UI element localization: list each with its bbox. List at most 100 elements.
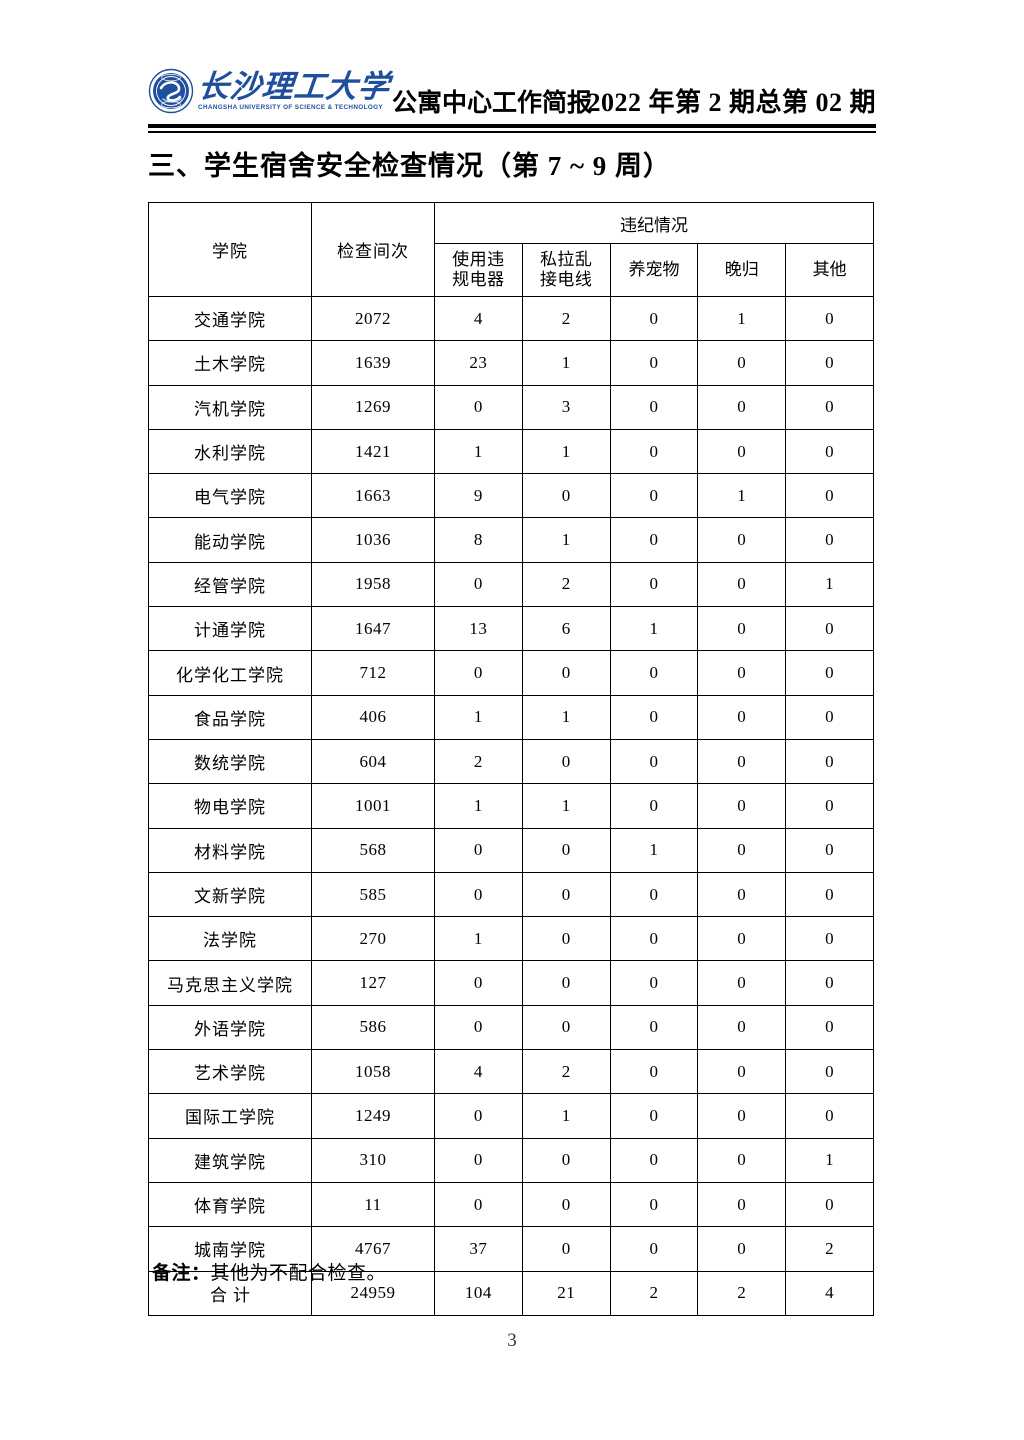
cell-v3: 0 bbox=[609, 517, 699, 563]
table-total-row: 合计 24959 104 21 2 2 4 bbox=[148, 1270, 874, 1316]
college-name-cell: 土木学院 bbox=[148, 340, 312, 386]
cell-v2: 0 bbox=[521, 1137, 611, 1183]
cell-v2: 21 bbox=[521, 1270, 611, 1316]
cell-count: 568 bbox=[311, 827, 435, 873]
college-name-cell: 汽机学院 bbox=[148, 384, 312, 430]
college-name-cell: 食品学院 bbox=[148, 694, 312, 740]
cell-v5: 0 bbox=[785, 827, 874, 873]
cell-v2: 1 bbox=[521, 1093, 611, 1139]
cell-count: 1001 bbox=[311, 783, 435, 829]
cell-v3: 0 bbox=[609, 650, 699, 696]
cell-v3: 0 bbox=[609, 428, 699, 475]
total-label-cell: 合计 bbox=[148, 1270, 312, 1316]
cell-v4: 0 bbox=[697, 384, 787, 430]
cell-v2: 2 bbox=[521, 561, 611, 608]
cell-v4: 1 bbox=[697, 295, 787, 342]
table-row: 艺术学院 1058 4 2 0 0 0 bbox=[148, 1049, 874, 1095]
cell-v1: 0 bbox=[434, 561, 523, 608]
cell-count: 712 bbox=[311, 650, 435, 696]
cell-v3: 2 bbox=[609, 1270, 699, 1316]
cell-v5: 0 bbox=[785, 871, 874, 918]
cell-v2: 1 bbox=[521, 428, 611, 475]
cell-v5: 0 bbox=[785, 916, 874, 962]
cell-count: 127 bbox=[311, 960, 435, 1006]
cell-v1: 4 bbox=[434, 295, 523, 342]
safety-inspection-table: 学院 检查间次 违纪情况 使用违 规电器 私拉乱 接电线 养宠物 晚归 其他 bbox=[148, 202, 874, 1316]
table-row: 马克思主义学院 127 0 0 0 0 0 bbox=[148, 960, 874, 1006]
cell-v4: 0 bbox=[697, 1093, 787, 1139]
cell-v3: 0 bbox=[609, 1093, 699, 1139]
masthead-rule-thin bbox=[148, 131, 876, 133]
cell-v4: 0 bbox=[697, 650, 787, 696]
cell-v5: 0 bbox=[785, 295, 874, 342]
college-name-cell: 外语学院 bbox=[148, 1004, 312, 1051]
table-row: 电气学院 1663 9 0 0 1 0 bbox=[148, 473, 874, 519]
cell-v1: 23 bbox=[434, 340, 523, 386]
cell-v1: 0 bbox=[434, 1181, 523, 1228]
university-wordmark: 长沙理工大学 CHANGSHA UNIVERSITY OF SCIENCE & … bbox=[196, 69, 392, 111]
cell-count: 310 bbox=[311, 1137, 435, 1183]
cell-count: 1269 bbox=[311, 384, 435, 430]
table-row: 建筑学院 310 0 0 0 0 1 bbox=[148, 1137, 874, 1183]
table-row: 物电学院 1001 1 1 0 0 0 bbox=[148, 783, 874, 829]
cell-v2: 0 bbox=[521, 960, 611, 1006]
cell-count: 1249 bbox=[311, 1093, 435, 1139]
cell-v2: 0 bbox=[521, 1004, 611, 1051]
cell-v4: 0 bbox=[697, 783, 787, 829]
cell-v4: 0 bbox=[697, 561, 787, 608]
cell-v3: 0 bbox=[609, 1181, 699, 1228]
header-violation-illegal-appliance: 使用违 规电器 bbox=[434, 243, 523, 297]
cell-count: 585 bbox=[311, 871, 435, 918]
cell-v1: 1 bbox=[434, 694, 523, 740]
table-row: 体育学院 11 0 0 0 0 0 bbox=[148, 1181, 874, 1228]
university-logo: 长沙理工大学 CHANGSHA UNIVERSITY OF SCIENCE & … bbox=[148, 62, 392, 120]
cell-v5: 0 bbox=[785, 384, 874, 430]
table-row: 交通学院 2072 4 2 0 1 0 bbox=[148, 295, 874, 342]
table-head: 学院 检查间次 违纪情况 使用违 规电器 私拉乱 接电线 养宠物 晚归 其他 bbox=[148, 202, 874, 297]
cell-v3: 0 bbox=[609, 384, 699, 430]
cell-v5: 0 bbox=[785, 1004, 874, 1051]
college-name-cell: 法学院 bbox=[148, 916, 312, 962]
table-row: 国际工学院 1249 0 1 0 0 0 bbox=[148, 1093, 874, 1139]
cell-v3: 0 bbox=[609, 561, 699, 608]
university-name-cn: 长沙理工大学 bbox=[196, 69, 392, 105]
header-inspection-count: 检查间次 bbox=[311, 202, 435, 297]
cell-v1: 1 bbox=[434, 783, 523, 829]
cell-v4: 0 bbox=[697, 606, 787, 652]
table-row: 法学院 270 1 0 0 0 0 bbox=[148, 916, 874, 962]
cell-v4: 0 bbox=[697, 827, 787, 873]
section-heading: 三、学生宿舍安全检查情况（第 7 ~ 9 周） bbox=[148, 151, 672, 181]
cell-v4: 1 bbox=[697, 473, 787, 519]
page-number: 3 bbox=[507, 1330, 517, 1351]
college-name-cell: 水利学院 bbox=[148, 428, 312, 475]
cell-v5: 0 bbox=[785, 1181, 874, 1228]
cell-v5: 2 bbox=[785, 1226, 874, 1272]
table-row: 外语学院 586 0 0 0 0 0 bbox=[148, 1004, 874, 1051]
bulletin-title: 公寓中心工作简报 bbox=[392, 89, 593, 117]
cell-count: 1958 bbox=[311, 561, 435, 608]
university-name-en: CHANGSHA UNIVERSITY OF SCIENCE & TECHNOL… bbox=[198, 103, 384, 111]
cell-v2: 0 bbox=[521, 650, 611, 696]
cell-v1: 2 bbox=[434, 738, 523, 785]
table-row: 土木学院 1639 23 1 0 0 0 bbox=[148, 340, 874, 386]
college-name-cell: 经管学院 bbox=[148, 561, 312, 608]
header-college: 学院 bbox=[148, 202, 312, 297]
cell-count: 1036 bbox=[311, 517, 435, 563]
table-row: 数统学院 604 2 0 0 0 0 bbox=[148, 738, 874, 785]
cell-v4: 0 bbox=[697, 1181, 787, 1228]
college-name-cell: 计通学院 bbox=[148, 606, 312, 652]
cell-count: 4767 bbox=[311, 1226, 435, 1272]
cell-v5: 4 bbox=[785, 1270, 874, 1316]
cell-count: 11 bbox=[311, 1181, 435, 1228]
college-name-cell: 体育学院 bbox=[148, 1181, 312, 1228]
cell-v1: 4 bbox=[434, 1049, 523, 1095]
cell-count: 1421 bbox=[311, 428, 435, 475]
footnote: 备注：其他为不配合检查。 bbox=[152, 1258, 386, 1285]
header-violation-late-return: 晚归 bbox=[697, 243, 787, 297]
cell-v1: 0 bbox=[434, 960, 523, 1006]
cell-v3: 0 bbox=[609, 295, 699, 342]
table-body: 交通学院 2072 4 2 0 1 0 土木学院 1639 23 1 0 0 0 汽机学院 1269 0 3 0 0 0… bbox=[148, 295, 874, 1316]
cell-v5: 0 bbox=[785, 428, 874, 475]
cell-count: 586 bbox=[311, 1004, 435, 1051]
college-name-cell: 马克思主义学院 bbox=[148, 960, 312, 1006]
